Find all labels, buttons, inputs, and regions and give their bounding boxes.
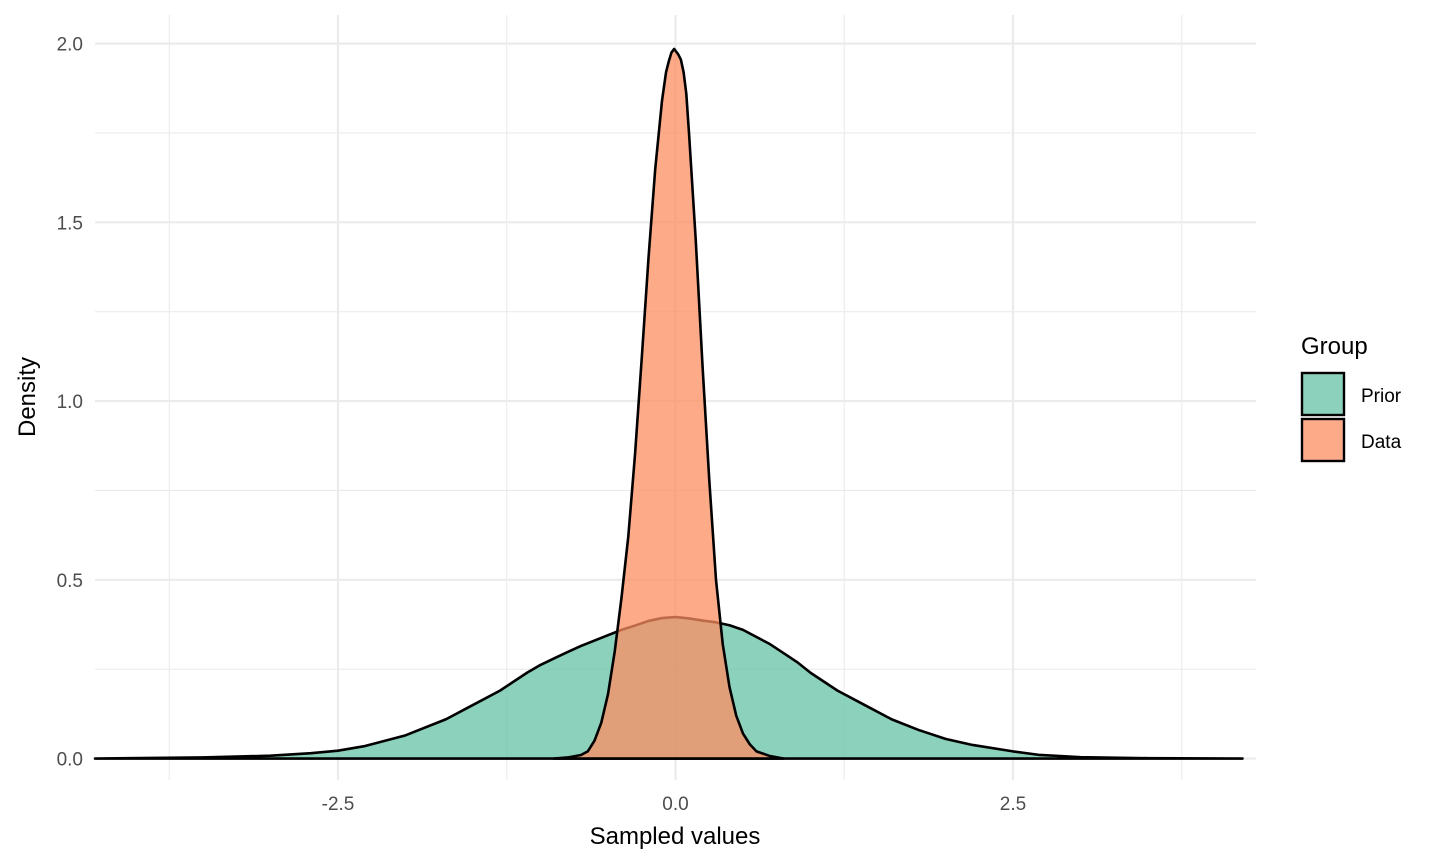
y-tick-label: 1.0: [57, 392, 83, 413]
x-tick-label: 0.0: [662, 794, 688, 815]
y-tick-label: 0.5: [57, 571, 83, 592]
legend-label-data: Data: [1361, 432, 1402, 453]
legend: Group Prior Data: [1300, 333, 1402, 463]
density-area-data: [552, 47, 785, 760]
x-tick-label: 2.5: [1000, 794, 1026, 815]
y-tick-label: 0.0: [57, 750, 83, 771]
y-tick-label: 1.5: [57, 213, 83, 234]
x-axis-title: Sampled values: [590, 823, 761, 850]
y-axis-title: Density: [14, 357, 41, 437]
legend-key-prior: [1300, 371, 1346, 417]
legend-title: Group: [1301, 333, 1368, 360]
density-areas: [93, 47, 1244, 760]
legend-label-prior: Prior: [1361, 386, 1402, 407]
y-tick-label: 2.0: [57, 35, 83, 56]
x-tick-labels: -2.5 0.0 2.5: [322, 794, 1027, 815]
legend-key-data: [1300, 417, 1346, 463]
x-tick-label: -2.5: [322, 794, 355, 815]
legend-entries: Prior Data: [1300, 371, 1402, 463]
y-tick-labels: 0.0 0.5 1.0 1.5 2.0: [57, 35, 83, 771]
